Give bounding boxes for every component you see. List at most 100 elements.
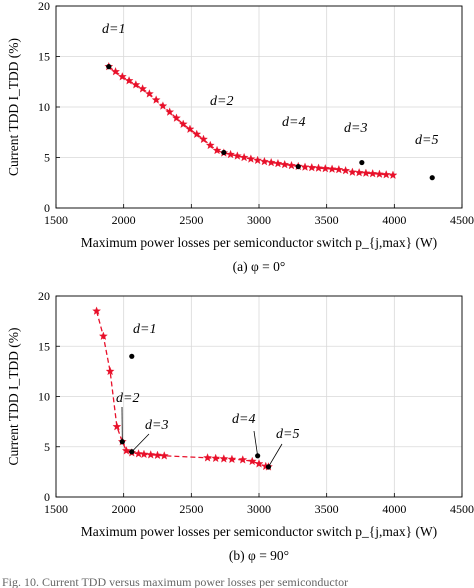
series-star-point [178, 119, 188, 128]
x-tick-label: 4500 [450, 213, 474, 227]
series-star-point [375, 169, 384, 178]
design-point [295, 163, 301, 170]
design-point-label: d=2 [210, 94, 233, 109]
design-point-label: d=4 [282, 115, 305, 130]
x-axis-label: Maximum power losses per semiconductor s… [81, 235, 437, 250]
series-star-point [105, 366, 115, 376]
series-star-point [131, 80, 141, 89]
series-star-point [247, 456, 257, 466]
series-star-point [254, 459, 264, 468]
series-star-point [92, 306, 101, 315]
series-star-point [300, 162, 310, 171]
x-tick-label: 3500 [315, 213, 339, 227]
series-star-point [199, 134, 208, 144]
y-tick-label: 20 [38, 0, 50, 13]
design-point [221, 149, 227, 156]
series-star-point [232, 151, 242, 160]
series-star-point [203, 453, 212, 462]
x-tick-label: 2500 [179, 213, 203, 227]
series-star-point [280, 159, 290, 169]
x-tick-label: 3000 [247, 213, 271, 227]
series-star-point [146, 450, 156, 459]
annotation-leader [131, 433, 150, 453]
y-tick-label: 15 [38, 50, 50, 64]
series-star-point [134, 449, 143, 458]
design-point [129, 449, 135, 455]
series-star-point [368, 169, 378, 178]
series-star-point [347, 167, 357, 176]
series-star-point [287, 160, 296, 170]
series-star-point [239, 152, 249, 162]
y-tick-label: 0 [44, 490, 50, 504]
series-star-point [139, 449, 149, 459]
design-point-label: d=4 [232, 412, 255, 427]
series-star-point [361, 168, 371, 177]
series-star-point [192, 129, 202, 139]
series-star-point [381, 170, 391, 179]
design-point [106, 64, 112, 70]
series-star-point [172, 113, 181, 122]
series-star-point [327, 164, 337, 173]
design-point [129, 353, 135, 359]
series-star-point [165, 107, 175, 116]
x-tick-label: 1500 [44, 213, 68, 227]
design-point-label: d=2 [116, 391, 139, 406]
series-star-point [185, 124, 195, 133]
x-tick-label: 2500 [179, 502, 203, 516]
series-star-point [320, 163, 330, 173]
x-tick-label: 4500 [450, 502, 474, 516]
y-tick-label: 5 [44, 440, 50, 454]
x-tick-label: 3500 [315, 502, 339, 516]
series-star-point [253, 155, 263, 165]
series-star-point [98, 331, 108, 340]
panel-caption: (b) φ = 90° [229, 548, 289, 563]
series-star-point [219, 454, 229, 463]
series-star-point [354, 168, 364, 177]
y-tick-label: 5 [44, 151, 50, 165]
y-tick-label: 10 [38, 100, 50, 114]
design-point-label: d=3 [145, 418, 168, 433]
design-point-label: d=1 [102, 22, 125, 37]
series-star-point [151, 95, 161, 104]
series-star-point [144, 89, 154, 98]
series-star-point [112, 422, 122, 431]
design-point-label: d=5 [415, 133, 438, 148]
series-star-point [334, 165, 344, 174]
y-axis-label: Current TDD I_TDD (%) [6, 38, 21, 176]
panel-b: 1500 2000 2500 3000 3500 4000 4500 0 5 10 15 20 Maxi… [6, 289, 474, 563]
series-star-point [121, 446, 131, 455]
annotation-leader [253, 430, 259, 456]
x-tick-label: 4000 [382, 502, 406, 516]
series-star-point [212, 145, 222, 155]
series-star-point [260, 156, 269, 166]
y-tick-label: 0 [44, 201, 50, 215]
series-star-point [205, 140, 215, 150]
design-point-label: d=1 [133, 322, 156, 337]
series-star-point [273, 158, 283, 168]
annotation-leader [268, 443, 283, 468]
panel-a: 1500 2000 2500 3000 3500 4000 4500 0 5 10 15 20 Maxi… [6, 0, 474, 274]
series-star-point [124, 76, 134, 85]
design-point-label: d=5 [276, 427, 299, 442]
design-point [265, 464, 272, 470]
series-star-point [246, 154, 256, 163]
x-axis-label: Maximum power losses per semiconductor s… [81, 524, 437, 539]
design-point [119, 439, 125, 445]
y-tick-label: 20 [38, 289, 50, 303]
series-star-point [226, 149, 235, 159]
y-axis-label: Current TDD I_TDD (%) [6, 327, 21, 465]
x-tick-label: 2000 [112, 502, 136, 516]
x-tick-label: 1500 [44, 502, 68, 516]
x-tick-label: 2000 [112, 213, 136, 227]
series-star-point [117, 72, 127, 81]
y-tick-label: 15 [38, 339, 50, 353]
footer-caption: Fig. 10. Current TDD versus maximum powe… [2, 575, 348, 588]
y-tick-label: 10 [38, 390, 50, 404]
series-star-point [159, 451, 169, 460]
series-star-point [266, 157, 276, 167]
series-star-point [341, 166, 351, 175]
series-star-point [227, 454, 237, 464]
series-star-point [388, 170, 398, 179]
series-star-point [138, 84, 148, 93]
